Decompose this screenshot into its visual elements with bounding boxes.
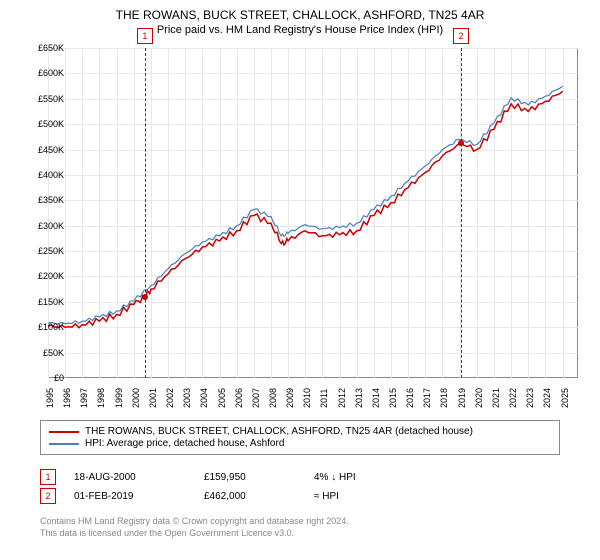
legend-label-price-paid: THE ROWANS, BUCK STREET, CHALLOCK, ASHFO… (85, 426, 473, 437)
transaction-price-1: £159,950 (204, 472, 314, 483)
y-tick-label: £50K (43, 348, 64, 358)
chart-area: 12 (48, 48, 578, 378)
y-tick-label: £250K (38, 246, 64, 256)
x-tick-label: 2012 (337, 388, 347, 408)
title-line-1: THE ROWANS, BUCK STREET, CHALLOCK, ASHFO… (0, 8, 600, 22)
x-tick-label: 2014 (371, 388, 381, 408)
legend-swatch-price-paid (49, 431, 79, 433)
x-tick-label: 2004 (199, 388, 209, 408)
x-tick-label: 1996 (62, 388, 72, 408)
series-line-price_paid (48, 91, 563, 328)
x-tick-label: 1995 (45, 388, 55, 408)
legend-item-price-paid: THE ROWANS, BUCK STREET, CHALLOCK, ASHFO… (49, 426, 551, 437)
x-tick-label: 2024 (542, 388, 552, 408)
transaction-price-2: £462,000 (204, 491, 314, 502)
x-tick-label: 2002 (165, 388, 175, 408)
x-tick-label: 2015 (388, 388, 398, 408)
x-tick-label: 1997 (79, 388, 89, 408)
y-tick-label: £200K (38, 271, 64, 281)
transaction-date-1: 18-AUG-2000 (74, 472, 204, 483)
footer-line-1: Contains HM Land Registry data © Crown c… (40, 516, 349, 528)
transaction-date-2: 01-FEB-2019 (74, 491, 204, 502)
title-line-2: Price paid vs. HM Land Registry's House … (0, 24, 600, 36)
x-tick-label: 2023 (525, 388, 535, 408)
legend-label-hpi: HPI: Average price, detached house, Ashf… (85, 438, 284, 449)
marker-dot-2 (458, 140, 464, 146)
transaction-pct-1: 4% ↓ HPI (314, 472, 414, 483)
line-series-svg (48, 48, 578, 378)
footer: Contains HM Land Registry data © Crown c… (40, 516, 349, 539)
transaction-marker-2: 2 (40, 488, 56, 504)
y-tick-label: £300K (38, 221, 64, 231)
y-tick-label: £500K (38, 119, 64, 129)
marker-line-2 (461, 48, 462, 378)
y-tick-label: £650K (38, 43, 64, 53)
x-tick-label: 2010 (302, 388, 312, 408)
transaction-pct-2: ≈ HPI (314, 491, 414, 502)
x-tick-label: 2022 (508, 388, 518, 408)
marker-dot-1 (142, 294, 148, 300)
x-tick-label: 2013 (354, 388, 364, 408)
legend-item-hpi: HPI: Average price, detached house, Ashf… (49, 438, 551, 449)
transaction-row-2: 2 01-FEB-2019 £462,000 ≈ HPI (40, 488, 560, 504)
x-tick-label: 2006 (234, 388, 244, 408)
x-tick-label: 2020 (474, 388, 484, 408)
x-tick-label: 2000 (131, 388, 141, 408)
x-tick-label: 2009 (285, 388, 295, 408)
x-tick-label: 2001 (148, 388, 158, 408)
y-tick-label: £450K (38, 145, 64, 155)
y-tick-label: £150K (38, 297, 64, 307)
x-tick-label: 2005 (217, 388, 227, 408)
y-tick-label: £400K (38, 170, 64, 180)
x-tick-label: 1998 (96, 388, 106, 408)
y-tick-label: £600K (38, 68, 64, 78)
y-tick-label: £100K (38, 322, 64, 332)
x-tick-label: 2019 (457, 388, 467, 408)
x-tick-label: 2007 (251, 388, 261, 408)
transactions-table: 1 18-AUG-2000 £159,950 4% ↓ HPI 2 01-FEB… (40, 466, 560, 507)
x-tick-label: 2025 (560, 388, 570, 408)
x-tick-label: 1999 (114, 388, 124, 408)
x-tick-label: 2017 (422, 388, 432, 408)
transaction-marker-1: 1 (40, 469, 56, 485)
marker-box-1: 1 (137, 28, 153, 44)
transaction-row-1: 1 18-AUG-2000 £159,950 4% ↓ HPI (40, 469, 560, 485)
x-tick-label: 2016 (405, 388, 415, 408)
legend-swatch-hpi (49, 443, 79, 445)
footer-line-2: This data is licensed under the Open Gov… (40, 528, 349, 540)
x-tick-label: 2018 (439, 388, 449, 408)
x-tick-label: 2003 (182, 388, 192, 408)
marker-box-2: 2 (453, 28, 469, 44)
y-tick-label: £350K (38, 195, 64, 205)
legend: THE ROWANS, BUCK STREET, CHALLOCK, ASHFO… (40, 420, 560, 455)
chart-title-block: THE ROWANS, BUCK STREET, CHALLOCK, ASHFO… (0, 0, 600, 36)
y-tick-label: £550K (38, 94, 64, 104)
marker-line-1 (145, 48, 146, 378)
series-line-hpi (48, 86, 563, 324)
x-tick-label: 2011 (319, 389, 329, 408)
x-tick-label: 2021 (491, 388, 501, 408)
x-tick-label: 2008 (268, 388, 278, 408)
y-tick-label: £0 (54, 373, 64, 383)
